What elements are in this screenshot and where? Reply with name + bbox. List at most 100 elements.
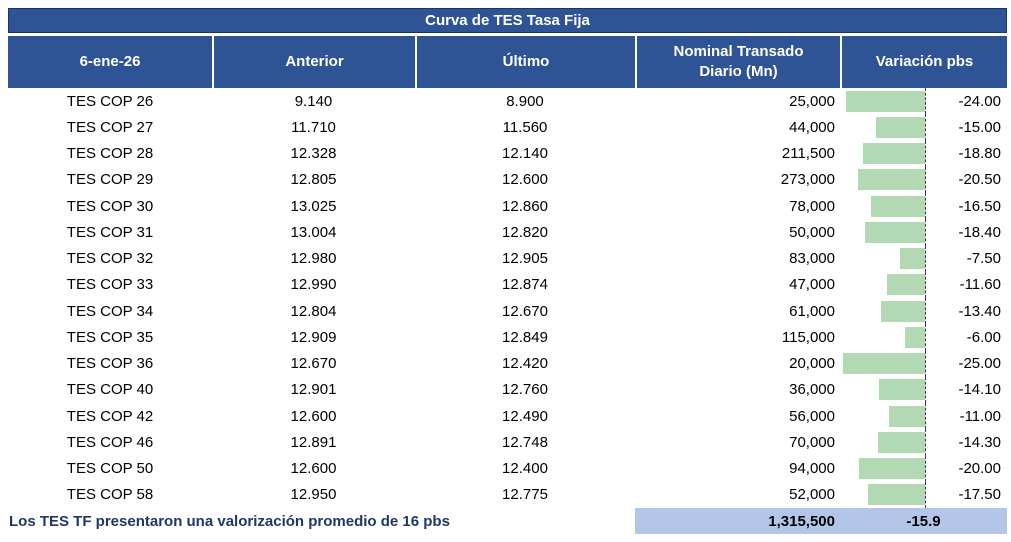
nominal-value: 50,000 [789,223,835,241]
variacion-cell: -11.00 [840,403,1007,430]
bond-label: TES COP 32 [66,250,154,268]
nominal-value: 115,000 [781,328,835,346]
variacion-bar [846,90,925,112]
variacion-value: -11.00 [959,407,1001,425]
anterior-value: 12.600 [290,460,337,478]
bond-label: TES COP 33 [66,276,154,294]
variacion-bar [842,353,925,375]
bond-label: TES COP 30 [66,197,154,215]
table-row: TES COP 46 12.891 12.748 70,000 -14.30 [8,429,1007,456]
footer-note: Los TES TF presentaron una valorización … [9,512,450,530]
header-nominal: Nominal Transado Diario (Mn) [635,36,840,88]
variacion-cell: -16.50 [840,193,1007,220]
ultimo-value: 12.490 [502,407,548,425]
total-nominal-value: 1,315,500 [635,508,840,534]
anterior-value: 12.328 [290,145,337,163]
footer-row: Los TES TF presentaron una valorización … [8,508,1007,534]
variacion-bar-axis [840,219,926,246]
variacion-bar-axis [840,140,926,167]
variacion-bar-axis [840,455,926,482]
anterior-value: 13.025 [290,197,337,215]
ultimo-value: 12.860 [502,197,548,215]
ultimo-value: 12.775 [502,486,548,504]
nominal-value: 273,000 [780,171,835,189]
table-row: TES COP 32 12.980 12.905 83,000 -7.50 [8,245,1007,272]
variacion-value: -20.00 [958,460,1001,478]
variacion-bar [888,405,925,427]
variacion-value: -18.40 [958,223,1001,241]
nominal-value: 83,000 [789,250,835,268]
variacion-bar-axis [840,376,926,403]
variacion-cell: -11.60 [840,271,1007,298]
nominal-value: 36,000 [789,381,835,399]
bond-label: TES COP 58 [66,486,154,504]
column-header-row: 6-ene-26 Anterior Último Nominal Transad… [8,36,1007,88]
nominal-value: 56,000 [789,407,835,425]
nominal-value: 20,000 [789,355,835,373]
variacion-bar [867,484,925,506]
variacion-cell: -14.30 [840,429,1007,456]
anterior-value: 13.004 [290,223,337,241]
variacion-cell: -18.80 [840,140,1007,167]
nominal-value: 94,000 [789,460,835,478]
variacion-bar [864,221,925,243]
anterior-value: 12.950 [290,486,337,504]
ultimo-value: 12.905 [502,250,548,268]
anterior-value: 12.980 [290,250,337,268]
bond-label: TES COP 34 [66,302,154,320]
variacion-bar [881,300,925,322]
bond-label: TES COP 26 [66,92,154,110]
variacion-bar [905,326,925,348]
table-row: TES COP 58 12.950 12.775 52,000 -17.50 [8,481,1007,508]
variacion-value: -25.00 [958,355,1001,373]
variacion-bar-axis [840,403,926,430]
variacion-value: -7.50 [966,250,1001,268]
anterior-value: 9.140 [294,92,333,110]
variacion-value: -17.50 [958,486,1001,504]
table-row: TES COP 28 12.328 12.140 211,500 -18.80 [8,140,1007,167]
ultimo-value: 12.820 [502,223,548,241]
header-date: 6-ene-26 [79,52,141,70]
variacion-bar [875,116,925,138]
bond-label: TES COP 29 [66,171,154,189]
ultimo-value: 11.560 [502,118,548,136]
variacion-bar [878,431,925,453]
header-nominal-label: Nominal Transado Diario (Mn) [673,42,804,80]
header-ultimo: Último [415,36,635,88]
variacion-bar-axis [840,193,926,220]
variacion-cell: -14.10 [840,376,1007,403]
variacion-bar-axis [840,350,926,377]
nominal-value: 47,000 [789,276,835,294]
average-variacion-value: -15.9 [840,508,1007,534]
variacion-bar [886,274,925,296]
bond-label: TES COP 36 [66,355,154,373]
variacion-bar-axis [840,429,926,456]
variacion-bar-axis [840,271,926,298]
table-row: TES COP 29 12.805 12.600 273,000 -20.50 [8,166,1007,193]
tes-tasa-fija-table: Curva de TES Tasa Fija 6-ene-26 Anterior… [8,8,1007,534]
variacion-value: -20.50 [958,171,1001,189]
anterior-value: 12.901 [290,381,337,399]
variacion-cell: -6.00 [840,324,1007,351]
variacion-value: -24.00 [958,92,1001,110]
bond-label: TES COP 27 [66,118,154,136]
variacion-bar [857,169,925,191]
bond-label: TES COP 35 [66,328,154,346]
anterior-value: 12.990 [290,276,337,294]
variacion-cell: -18.40 [840,219,1007,246]
variacion-value: -14.10 [958,381,1001,399]
variacion-value: -14.30 [958,433,1001,451]
bond-label: TES COP 31 [66,223,154,241]
variacion-bar [859,458,925,480]
nominal-value: 78,000 [789,197,835,215]
table-row: TES COP 50 12.600 12.400 94,000 -20.00 [8,455,1007,482]
table-row: TES COP 34 12.804 12.670 61,000 -13.40 [8,298,1007,325]
anterior-value: 12.670 [290,355,337,373]
variacion-bar-axis [840,166,926,193]
ultimo-value: 12.670 [502,302,548,320]
ultimo-value: 12.600 [502,171,548,189]
nominal-value: 44,000 [789,118,835,136]
bond-label: TES COP 50 [66,460,154,478]
bond-label: TES COP 42 [66,407,154,425]
table-title: Curva de TES Tasa Fija [8,8,1007,33]
